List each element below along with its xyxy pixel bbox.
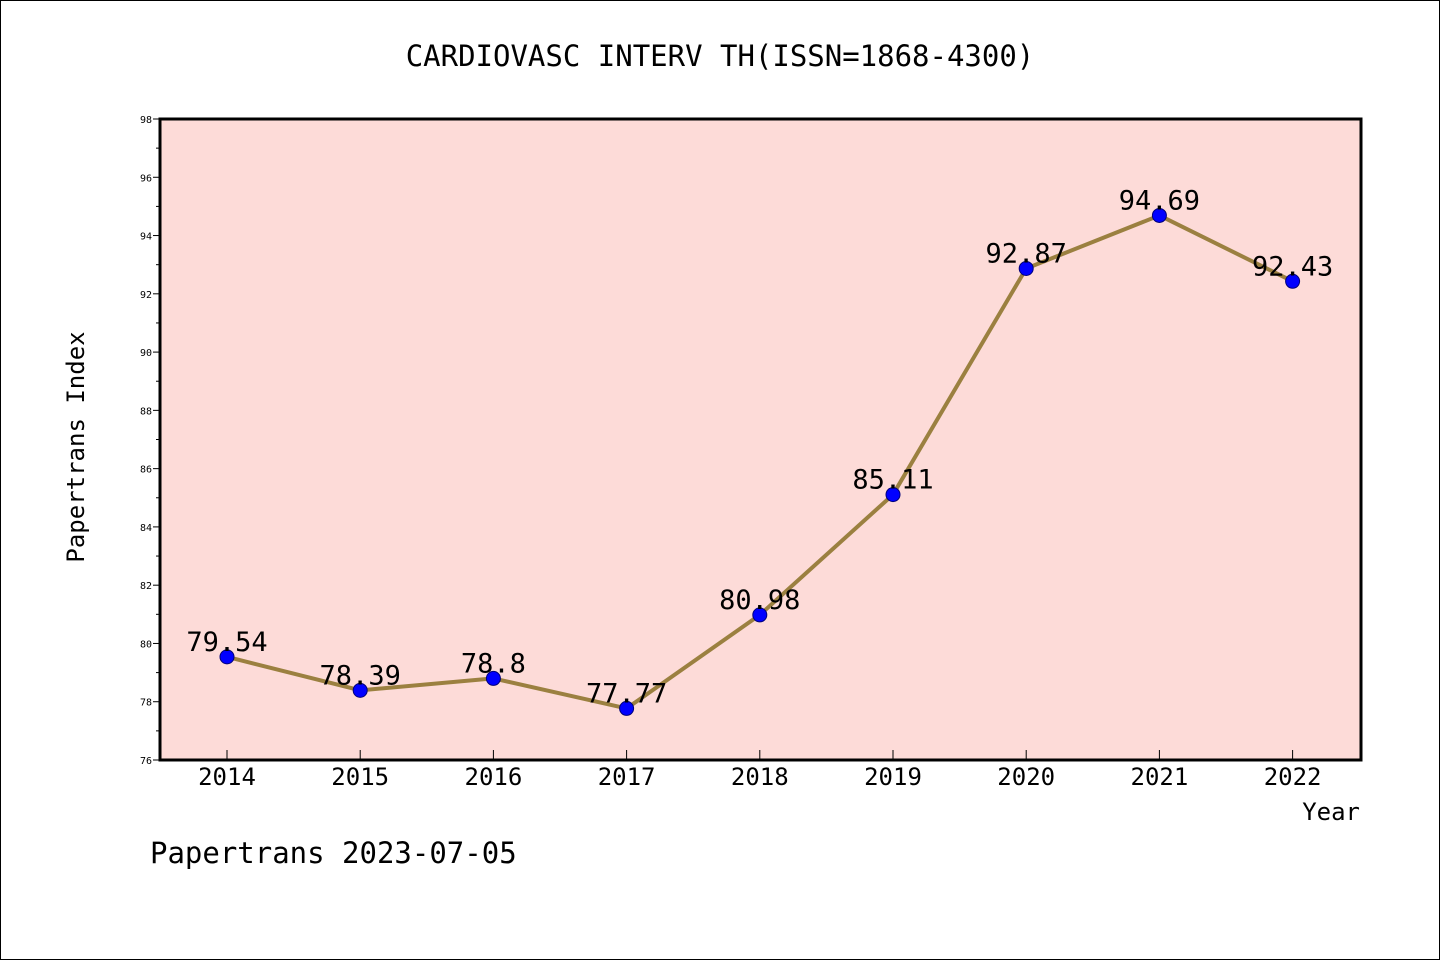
x-tick-label: 2020 bbox=[997, 763, 1055, 791]
data-label: 94.69 bbox=[1119, 185, 1200, 216]
data-label: 79.54 bbox=[186, 627, 267, 658]
data-series: 79.54 78.39 78.8 77.77 80.98 85.11 92.87 94.69 9… bbox=[186, 185, 1333, 716]
y-tick-label: 78 bbox=[140, 698, 152, 709]
y-tick-label: 90 bbox=[140, 348, 152, 359]
y-tick-label: 80 bbox=[140, 639, 152, 650]
plot-area bbox=[160, 119, 1361, 760]
data-label: 78.8 bbox=[461, 648, 526, 679]
y-axis: 76 78 80 82 84 86 88 90 92 94 96 98 bbox=[140, 115, 160, 767]
y-tick-label: 96 bbox=[140, 173, 152, 184]
footer-date: Papertrans 2023-07-05 bbox=[150, 836, 517, 870]
y-tick-label: 84 bbox=[140, 523, 152, 534]
data-label: 92.43 bbox=[1252, 251, 1333, 282]
data-point bbox=[752, 607, 768, 623]
x-tick-label: 2019 bbox=[864, 763, 922, 791]
data-point bbox=[1018, 260, 1034, 276]
x-tick-label: 2017 bbox=[598, 763, 656, 791]
chart-title: CARDIOVASC INTERV TH(ISSN=1868-4300) bbox=[406, 39, 1035, 73]
y-tick-label: 98 bbox=[140, 115, 152, 126]
y-tick-label: 92 bbox=[140, 290, 152, 301]
y-tick-label: 76 bbox=[140, 756, 152, 767]
data-label: 78.39 bbox=[320, 660, 401, 691]
data-point bbox=[885, 487, 901, 503]
x-tick-label: 2022 bbox=[1264, 763, 1322, 791]
data-point bbox=[1151, 207, 1167, 223]
y-tick-label: 82 bbox=[140, 581, 152, 592]
data-point bbox=[619, 700, 635, 716]
x-axis-label: Year bbox=[1302, 798, 1360, 826]
x-tick-label: 2014 bbox=[198, 763, 256, 791]
x-tick-label: 2021 bbox=[1131, 763, 1189, 791]
data-point bbox=[352, 682, 368, 698]
data-label: 92.87 bbox=[986, 238, 1067, 269]
data-label: 85.11 bbox=[852, 465, 933, 496]
x-tick-label: 2018 bbox=[731, 763, 789, 791]
data-point bbox=[485, 670, 501, 686]
y-tick-label: 88 bbox=[140, 406, 152, 417]
data-label: 77.77 bbox=[586, 678, 667, 709]
x-tick-label: 2016 bbox=[465, 763, 523, 791]
data-label: 80.98 bbox=[719, 585, 800, 616]
x-tick-label: 2015 bbox=[331, 763, 389, 791]
y-tick-label: 86 bbox=[140, 465, 152, 476]
plot-frame bbox=[158, 117, 1363, 762]
data-point bbox=[219, 649, 235, 665]
data-point bbox=[1285, 273, 1301, 289]
x-axis: 2014 2015 2016 2017 2018 2019 2020 2021 2022 bbox=[198, 750, 1321, 791]
y-axis-label: Papertrans Index bbox=[62, 331, 90, 562]
y-tick-label: 94 bbox=[140, 232, 152, 243]
